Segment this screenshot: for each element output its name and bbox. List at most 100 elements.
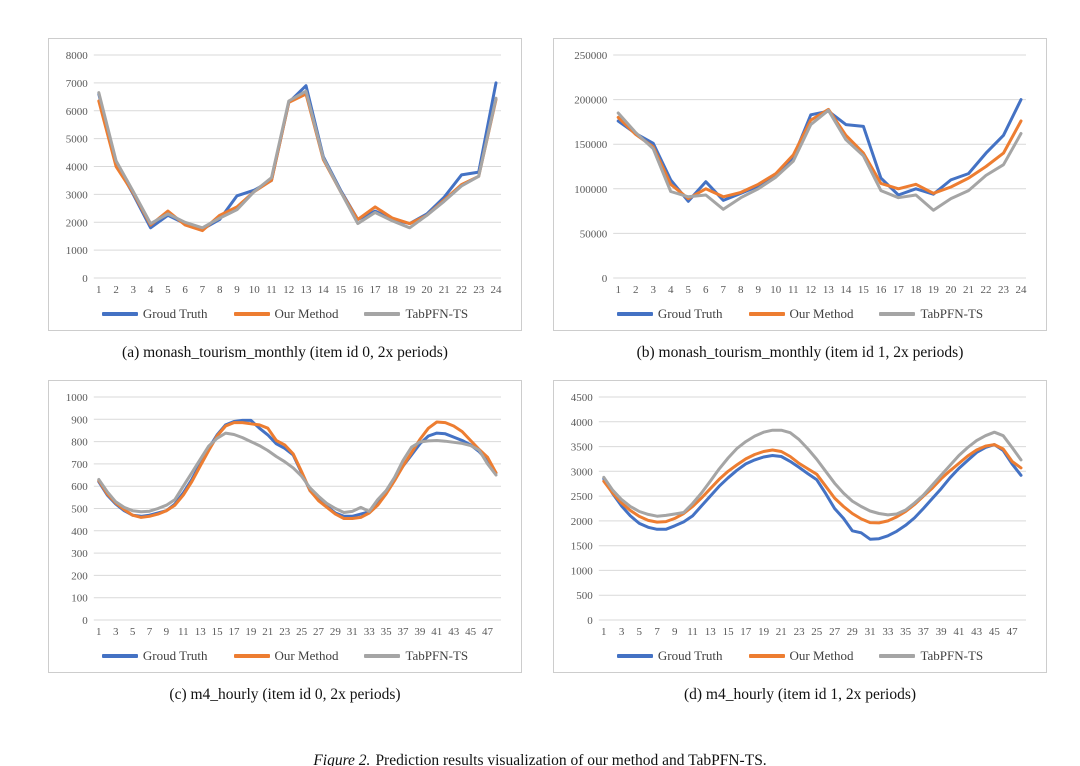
x-axis-tick-label: 3 [131, 284, 137, 296]
chart-a-plot-area: 0 1000 2000 3000 4000 5000 6000 7000 8000 1 2 3 4 5 6 7… [53, 45, 517, 303]
figure-caption: Figure 2. Prediction results visualizatio… [0, 752, 1080, 766]
x-axis-tick-label: 14 [318, 284, 330, 296]
series-line-our-method [97, 420, 498, 520]
x-axis-tick-label: 1 [615, 284, 621, 296]
x-axis-tick-label: 10 [249, 284, 261, 296]
legend-line-swatch-tabpfn-ts [364, 653, 401, 658]
y-axis-tick-label: 1000 [571, 565, 594, 577]
x-axis-tick-label: 15 [212, 626, 224, 638]
series-line-our-method [97, 92, 498, 233]
legend-label-tabpfn-ts: TabPFN-TS [405, 647, 469, 663]
y-axis-tick-label: 1000 [66, 392, 89, 404]
x-axis-tick-label: 7 [721, 284, 727, 296]
x-axis-tick-label: 47 [482, 626, 494, 638]
chart-panel-c: 0 100 200 300 400 500 600 700 800 900 1000 1 3 5 7 9 11 1… [48, 380, 522, 673]
x-axis-tick-label: 13 [823, 284, 835, 296]
x-axis-tick-label: 2 [113, 284, 119, 296]
x-axis-tick-label: 25 [811, 626, 823, 638]
x-axis-tick-label: 3 [619, 626, 625, 638]
x-axis-tick-label: 8 [738, 284, 744, 296]
x-axis-tick-label: 21 [776, 626, 787, 638]
y-axis-tick-label: 100 [71, 593, 88, 605]
legend-item-groud-truth: Groud Truth [101, 647, 208, 664]
legend-item-groud-truth: Groud Truth [616, 305, 723, 322]
caption-row-bottom: (c) m4_hourly (item id 0, 2x periods) (d… [48, 673, 1080, 722]
x-axis-tick-label: 18 [387, 284, 399, 296]
legend-line-swatch-groud-truth [101, 311, 138, 316]
x-axis-tick-label: 15 [335, 284, 347, 296]
x-axis-tick-label: 4 [148, 284, 154, 296]
x-axis-tick-label: 13 [705, 626, 717, 638]
x-axis-tick-label: 1 [96, 284, 102, 296]
x-axis-tick-label: 7 [200, 284, 206, 296]
y-axis-tick-label: 2000 [571, 516, 594, 528]
y-axis-tick-label: 4500 [571, 392, 594, 404]
x-axis-tick-label: 31 [347, 626, 358, 638]
x-axis-tick-label: 20 [421, 284, 433, 296]
legend-item-tabpfn-ts: TabPFN-TS [879, 648, 983, 664]
chart-b: 0 50000 100000 150000 200000 250000 1 2 3 4 5 6 7 8 9 1… [553, 38, 1047, 331]
legend-label-our-method: Our Method [789, 647, 854, 663]
y-axis-tick-label: 3500 [571, 442, 594, 454]
chart-b-legend: Groud Truth Our Method TabPFN-TS [558, 303, 1042, 324]
legend-line-swatch-our-method [233, 311, 270, 316]
x-axis-tick-label: 1 [601, 626, 607, 638]
y-axis-tick-label: 3000 [571, 466, 594, 478]
x-axis-tick-label: 21 [439, 284, 450, 296]
chart-caption-c: (c) m4_hourly (item id 0, 2x periods) [169, 686, 401, 703]
legend-item-our-method: Our Method [233, 305, 339, 322]
x-axis-tick-label: 12 [805, 284, 816, 296]
figure-caption-text: Prediction results visualization of our … [375, 752, 767, 766]
y-axis-tick-label: 700 [71, 459, 88, 471]
x-axis-tick-label: 43 [971, 626, 983, 638]
x-axis-tick-label: 9 [756, 284, 762, 296]
x-axis-tick-label: 11 [687, 626, 698, 638]
x-axis-tick-label: 6 [703, 284, 709, 296]
x-axis-tick-label: 35 [381, 626, 393, 638]
x-axis-tick-label: 3 [650, 284, 656, 296]
y-axis-tick-label: 200000 [574, 95, 608, 107]
legend-item-tabpfn-ts: TabPFN-TS [364, 648, 468, 664]
x-axis-tick-label: 6 [182, 284, 188, 296]
y-axis-tick-label: 300 [71, 548, 88, 560]
chart-b-plot-area: 0 50000 100000 150000 200000 250000 1 2 3 4 5 6 7 8 9 1… [558, 45, 1042, 303]
x-axis-tick-label: 29 [330, 626, 342, 638]
series-line-tabpfn-ts [616, 108, 1023, 212]
legend-label-groud-truth: Groud Truth [142, 647, 208, 663]
x-axis-tick-label: 21 [963, 284, 974, 296]
y-axis-tick-label: 150000 [574, 139, 608, 151]
legend-line-swatch-tabpfn-ts [879, 311, 916, 316]
x-axis-tick-label: 19 [404, 284, 416, 296]
x-axis-tick-label: 33 [364, 626, 376, 638]
x-axis-tick-label: 17 [229, 626, 241, 638]
legend-label-groud-truth: Groud Truth [657, 305, 723, 321]
x-axis-tick-label: 35 [900, 626, 912, 638]
x-axis-tick-label: 23 [998, 284, 1010, 296]
x-axis-tick-label: 18 [910, 284, 922, 296]
x-axis-tick-label: 7 [654, 626, 660, 638]
chart-d: 0 500 1000 1500 2000 2500 3000 3500 4000 4500 1 3 5 7… [553, 380, 1047, 673]
x-axis-tick-label: 19 [758, 626, 770, 638]
y-axis-tick-label: 7000 [66, 78, 89, 90]
legend-label-tabpfn-ts: TabPFN-TS [920, 305, 984, 321]
x-axis-tick-label: 2 [633, 284, 639, 296]
series-line-our-method [616, 107, 1023, 201]
y-axis-tick-label: 100000 [574, 184, 608, 196]
series-line-our-method [602, 443, 1023, 525]
y-axis-tick-label: 50000 [580, 228, 608, 240]
chart-row-bottom: 0 100 200 300 400 500 600 700 800 900 1000 1 3 5 7 9 11 1… [48, 380, 1080, 673]
legend-line-swatch-our-method [233, 653, 270, 658]
legend-line-swatch-groud-truth [616, 311, 653, 316]
legend-label-groud-truth: Groud Truth [657, 647, 723, 663]
x-axis-tick-label: 24 [1016, 284, 1028, 296]
legend-label-tabpfn-ts: TabPFN-TS [920, 647, 984, 663]
x-axis-tick-label: 20 [945, 284, 957, 296]
legend-label-our-method: Our Method [274, 305, 339, 321]
y-axis-tick-label: 1000 [66, 245, 89, 257]
x-axis-tick-label: 17 [740, 626, 752, 638]
x-axis-tick-label: 45 [989, 626, 1001, 638]
x-axis-tick-label: 11 [788, 284, 799, 296]
x-axis-tick-label: 41 [953, 626, 964, 638]
